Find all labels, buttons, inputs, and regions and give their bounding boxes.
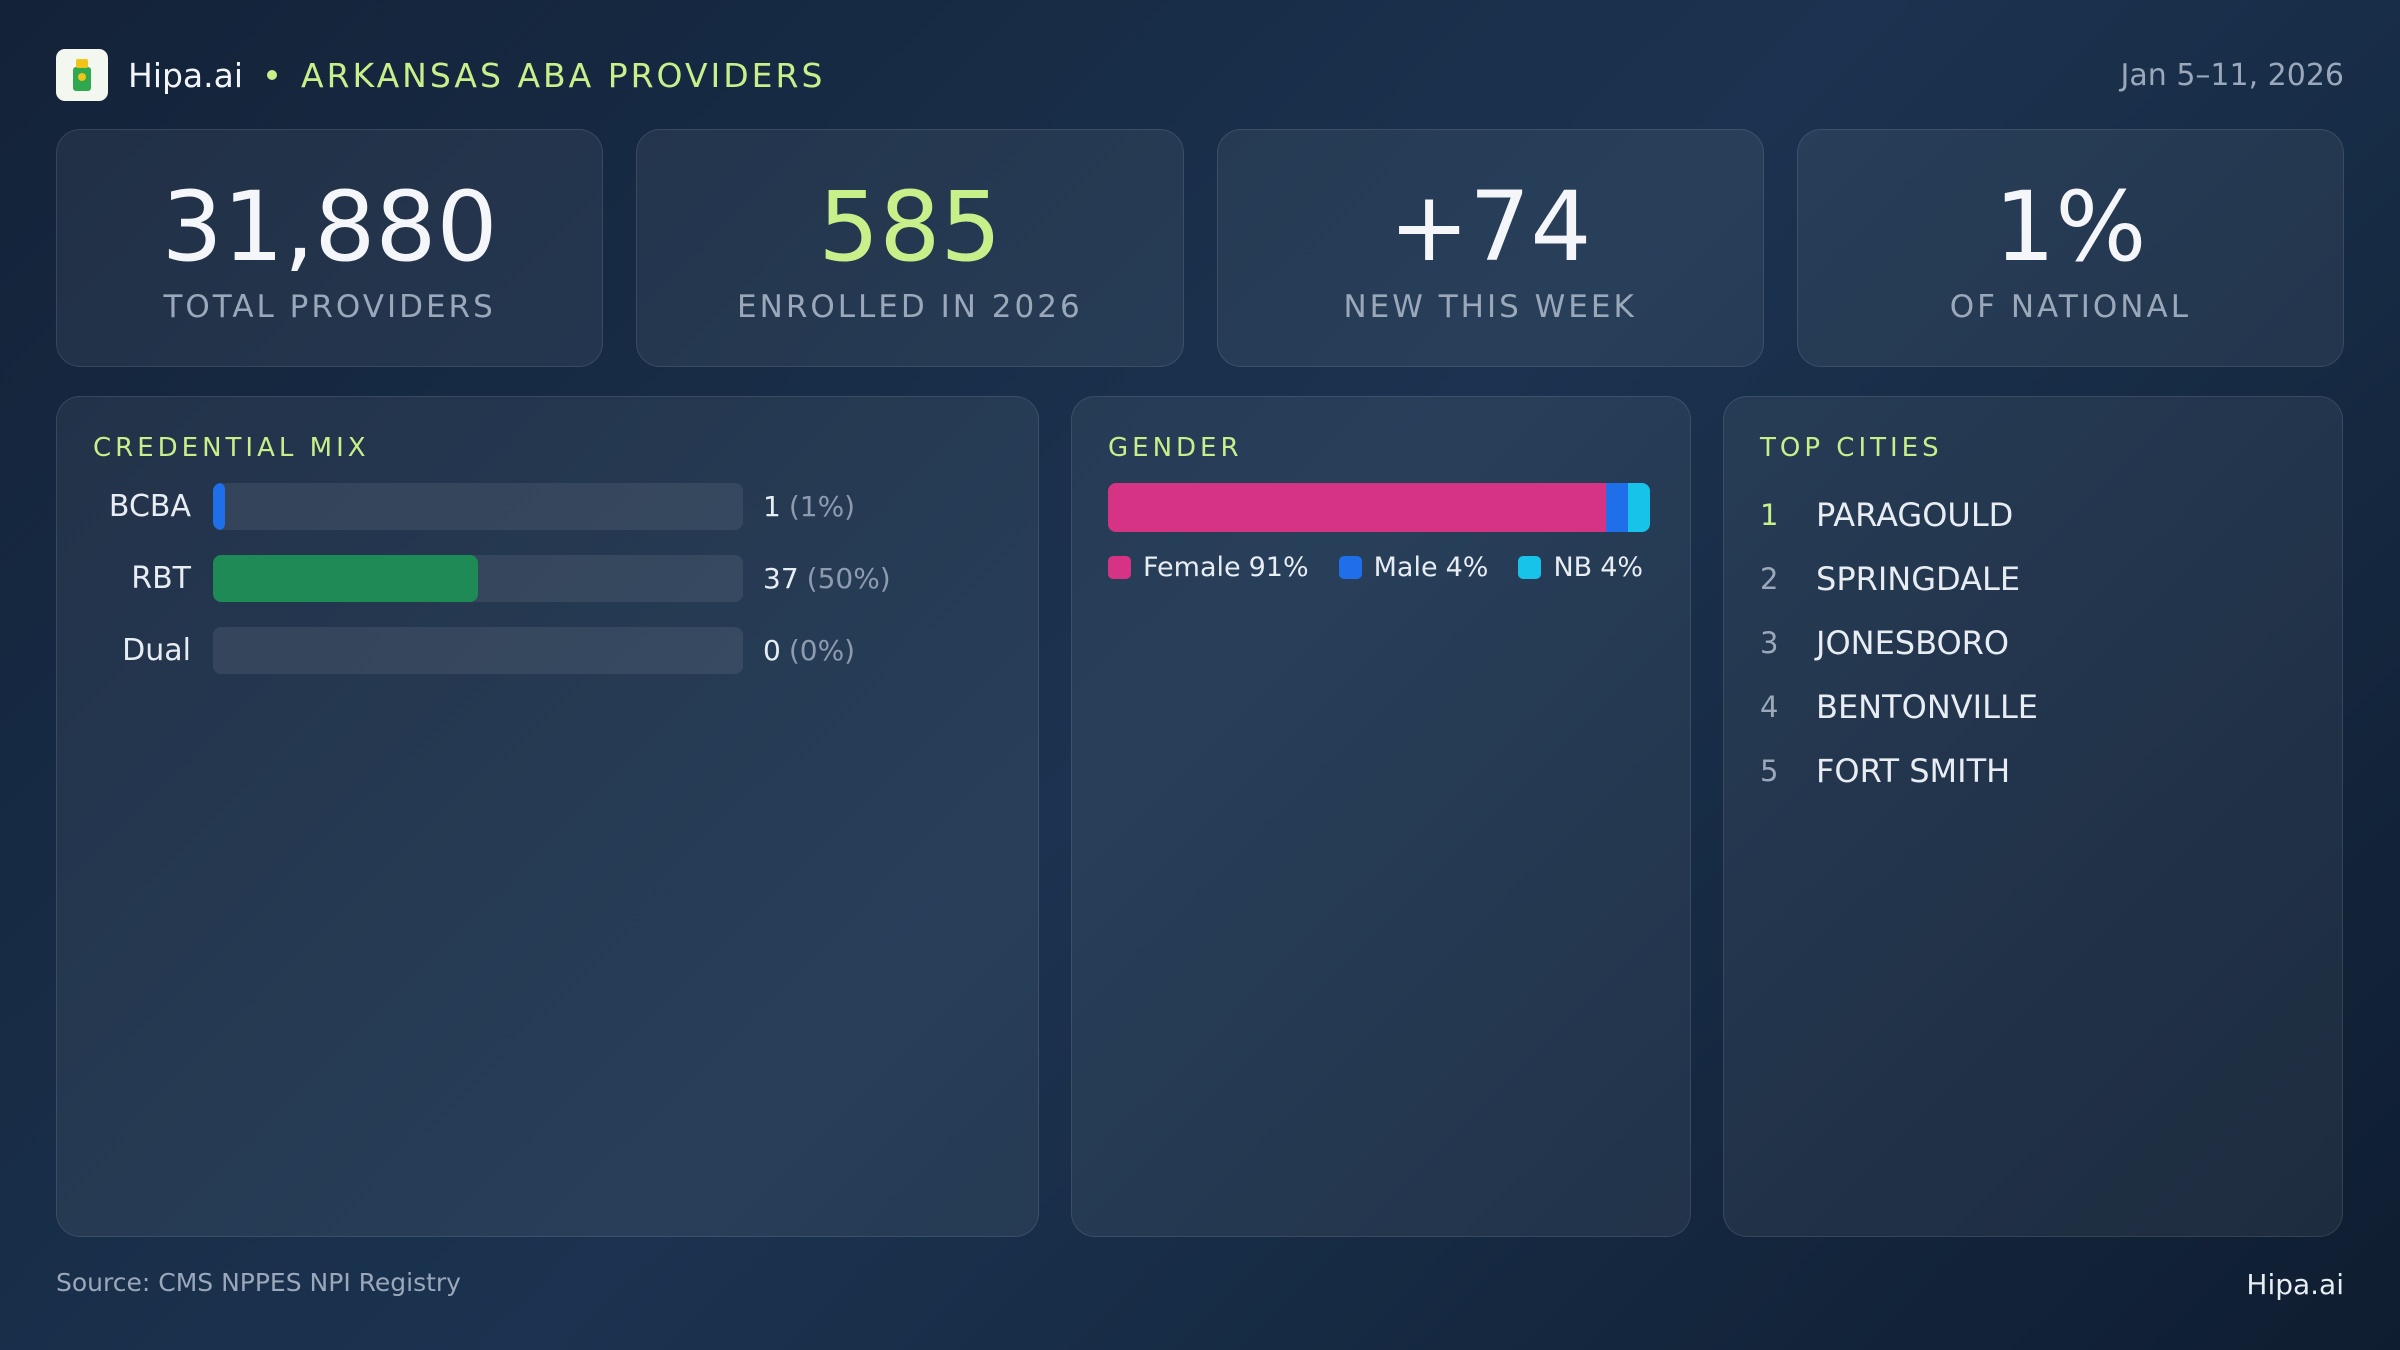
header: Hipa.ai ARKANSAS ABA PROVIDERS Jan 5–11,… (56, 48, 2344, 102)
credential-percent: (0%) (788, 634, 856, 667)
city-name: FORT SMITH (1816, 752, 2011, 790)
bar (213, 555, 478, 602)
legend-item: Male 4% (1338, 552, 1489, 583)
city-name: SPRINGDALE (1816, 560, 2021, 598)
footer-brand: Hipa.ai (2246, 1268, 2344, 1301)
credential-label: RBT (131, 561, 191, 596)
gender-segment (1606, 483, 1629, 532)
city-rank: 5 (1760, 754, 1779, 788)
legend-name: NB (1553, 552, 1593, 583)
separator (267, 70, 278, 80)
legend-value: 4% (1445, 552, 1489, 583)
page-title: ARKANSAS ABA PROVIDERS (301, 55, 826, 95)
credential-row: RBT 37 (50%) (93, 555, 1002, 602)
kpi-card: 1% OF NATIONAL (1796, 129, 2344, 367)
credential-percent: (50%) (806, 562, 891, 595)
city-rank: 1 (1760, 498, 1779, 532)
city-name: PARAGOULD (1816, 496, 2014, 534)
gender-segment (1108, 483, 1607, 532)
credential-percent: (1%) (788, 490, 856, 523)
panel-title: GENDER (1108, 433, 1243, 463)
city-name: BENTONVILLE (1816, 688, 2038, 726)
gender-bar (1108, 483, 1650, 532)
kpi-label: ENROLLED IN 2026 (737, 289, 1083, 325)
credential-count: 0 (763, 634, 781, 667)
city-rank: 2 (1760, 562, 1779, 596)
credential-panel: CREDENTIAL MIX BCBA 1 (1%) RBT 37 (50%) Dual 0(… (56, 396, 1039, 1237)
kpi-label: OF NATIONAL (1949, 289, 2191, 325)
panel-title: TOP CITIES (1760, 433, 1943, 463)
city-rank: 3 (1760, 626, 1779, 660)
kpi-value: +74 (1388, 171, 1592, 283)
kpi-value: 31,880 (161, 171, 498, 283)
credential-count: 1 (763, 490, 781, 523)
bar-track (213, 483, 743, 530)
kpi-value: 1% (1994, 171, 2147, 283)
credential-label: Dual (122, 633, 191, 668)
credential-label: BCBA (108, 489, 191, 524)
bar-track (213, 555, 743, 602)
city-row: 1 PARAGOULD (1760, 483, 2306, 547)
credential-row: BCBA 1 (1%) (93, 483, 1002, 530)
kpi-card: +74 NEW THIS WEEK (1216, 129, 1764, 367)
city-row: 3 JONESBORO (1760, 611, 2306, 675)
legend-swatch (1518, 556, 1542, 579)
credential-value: 0 (0%) (763, 634, 855, 667)
cities-panel: TOP CITIES 1 PARAGOULD 2 SPRINGDALE 3 JONESBO… (1723, 396, 2343, 1237)
date-range: Jan 5–11, 2026 (2120, 57, 2344, 93)
legend-value: 4% (1600, 552, 1644, 583)
city-name: JONESBORO (1816, 624, 2010, 662)
legend-name: Male (1373, 552, 1438, 583)
logo (56, 49, 108, 101)
source: Source: CMS NPPES NPI Registry (56, 1268, 461, 1297)
legend: Female 91% Male 4% NB 4% (1108, 552, 1654, 583)
credential-count: 37 (763, 562, 799, 595)
city-rank: 4 (1760, 690, 1779, 724)
logo-icon (73, 59, 91, 91)
city-row: 4 BENTONVILLE (1760, 675, 2306, 739)
credential-value: 1 (1%) (763, 490, 855, 523)
credential-value: 37 (50%) (763, 562, 891, 595)
kpi-label: TOTAL PROVIDERS (163, 289, 496, 325)
city-list: 1 PARAGOULD 2 SPRINGDALE 3 JONESBORO 4 BENTONVI… (1760, 483, 2306, 803)
kpi-card: 31,880 TOTAL PROVIDERS (56, 129, 604, 367)
footer: Source: CMS NPPES NPI Registry Hipa.ai (56, 1268, 2344, 1301)
panel-title: CREDENTIAL MIX (93, 433, 370, 463)
legend-swatch (1338, 556, 1362, 579)
gender-panel: GENDER Female 91% Male 4% NB 4% (1071, 396, 1691, 1237)
brand: Hipa.ai (128, 55, 244, 95)
kpi-row: 31,880 TOTAL PROVIDERS 585 ENROLLED IN 202… (56, 129, 2344, 367)
credential-row: Dual 0 (0%) (93, 627, 1002, 674)
bar (213, 483, 225, 530)
city-row: 5 FORT SMITH (1760, 739, 2306, 803)
bar-track (213, 627, 743, 674)
legend-swatch (1108, 556, 1131, 579)
legend-item: NB 4% (1518, 552, 1643, 583)
kpi-value: 585 (818, 171, 1002, 283)
credential-rows: BCBA 1 (1%) RBT 37 (50%) Dual 0 (0%) (93, 483, 1002, 674)
legend-item: Female 91% (1108, 552, 1309, 583)
kpi-card: 585 ENROLLED IN 2026 (636, 129, 1184, 367)
panels: CREDENTIAL MIX BCBA 1 (1%) RBT 37 (50%) Dual 0(… (56, 396, 2344, 1237)
city-row: 2 SPRINGDALE (1760, 547, 2306, 611)
legend-name: Female (1143, 552, 1241, 583)
gender-segment (1628, 483, 1650, 532)
kpi-label: NEW THIS WEEK (1343, 289, 1637, 325)
legend-value: 91% (1248, 552, 1309, 583)
